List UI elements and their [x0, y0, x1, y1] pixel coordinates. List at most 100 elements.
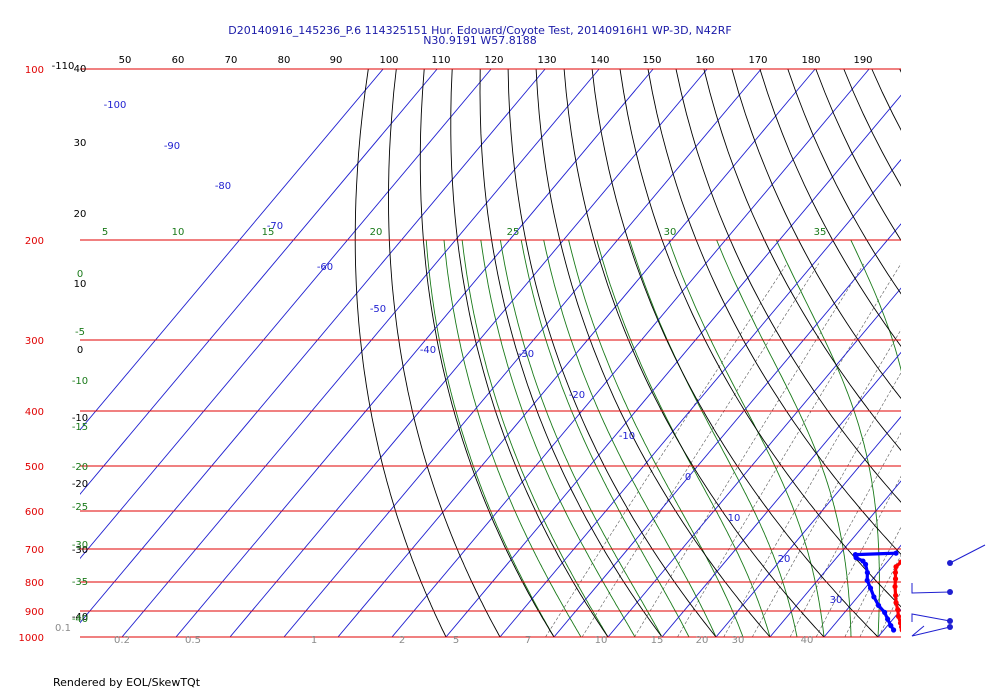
isotherm-label: -90: [164, 141, 180, 152]
dry-adiabat-line: [899, 68, 901, 73]
isotherm-line: [823, 544, 901, 638]
moist-adiabat-left-label: -20: [72, 462, 88, 473]
moist-adiabat-left-label: -10: [72, 376, 88, 387]
isotherm-line: [986, 69, 1000, 637]
wind-barb: [949, 544, 986, 564]
moist-adiabat-label: 30: [664, 227, 677, 238]
dry-adiabat-line: [619, 68, 901, 608]
pressure-label: 500: [25, 462, 44, 473]
dry-adiabat-line: [419, 68, 555, 638]
dewpoint-profile-point: [864, 577, 870, 584]
mixing-ratio-line: [940, 264, 1000, 638]
pressure-label: 800: [25, 578, 44, 589]
mixing-ratio-label: 0.1: [55, 623, 71, 634]
dry-adiabat-label: 30: [74, 138, 87, 149]
dry-adiabat-label: 40: [74, 64, 87, 75]
dry-adiabat-line: [703, 68, 901, 452]
top-temperature-label: 180: [801, 55, 820, 66]
top-temperature-label: 160: [695, 55, 714, 66]
temperature-profile-point: [892, 583, 898, 590]
pressure-label: 200: [25, 236, 44, 247]
temperature-profile-point: [897, 620, 901, 626]
dry-adiabat-line: [647, 68, 901, 555]
isotherm-label: -80: [215, 181, 231, 192]
moist-adiabat-line: [932, 240, 960, 637]
moist-adiabat-line: [959, 240, 1000, 637]
dry-adiabat-label: 10: [74, 279, 87, 290]
temperature-profile-point: [895, 613, 901, 620]
top-left-label: -110: [52, 61, 75, 72]
dry-adiabat-line: [354, 68, 447, 638]
mixing-ratio-label: 2: [399, 635, 405, 646]
isotherm-label: -100: [104, 100, 127, 111]
pressure-label: 400: [25, 407, 44, 418]
moist-adiabat-left-label: 0: [77, 269, 83, 280]
dewpoint-profile-point: [864, 569, 870, 576]
dry-adiabat-line: [731, 68, 901, 400]
temperature-profile-point: [927, 550, 932, 555]
top-temperature-label: 190: [853, 55, 872, 66]
mixing-ratio-label: 20: [696, 635, 709, 646]
moist-adiabat-line: [461, 239, 609, 638]
pressure-label: 700: [25, 545, 44, 556]
wind-barb: [911, 613, 951, 622]
temperature-profile-point: [916, 553, 921, 558]
moist-adiabat-line: [520, 239, 690, 638]
moist-adiabat-label: 5: [102, 227, 108, 238]
moist-adiabats: [425, 239, 1000, 638]
isotherm-line: [80, 68, 492, 560]
moist-adiabat-line: [668, 239, 825, 638]
dry-adiabat-line: [591, 68, 879, 638]
isotherm-line: [553, 223, 901, 638]
wind-barb-dot: [947, 560, 953, 566]
mixing-ratio-lines: [545, 263, 1000, 638]
isotherm-line: [337, 68, 816, 638]
isotherm-line: [80, 68, 438, 495]
moist-adiabat-left-label: -40: [72, 614, 88, 625]
isotherms: [80, 68, 1000, 638]
moist-adiabat-line: [986, 240, 1000, 637]
dry-adiabat-line: [956, 69, 1000, 637]
isotherm-label: -30: [518, 349, 534, 360]
temperature-profile-point: [893, 564, 899, 570]
mixing-ratio-label: 7: [525, 635, 531, 646]
dry-adiabat-line: [563, 68, 825, 638]
chart-title: D20140916_145236_P.6 114325151 Hur. Edou…: [228, 24, 732, 37]
dry-adiabat-label: 0: [77, 345, 83, 356]
isotherm-label: -20: [569, 390, 585, 401]
mixing-ratio-line: [634, 263, 865, 638]
dry-adiabat-line: [388, 68, 501, 638]
mixing-ratio-line: [752, 372, 901, 638]
top-temperature-label: 110: [431, 55, 450, 66]
dry-adiabat-line: [675, 68, 901, 503]
temperature-profile-point: [892, 569, 899, 576]
isotherm-line: [715, 416, 901, 638]
wind-barbs: [911, 544, 986, 637]
isotherm-line: [80, 68, 546, 624]
moist-adiabat-label: 25: [507, 227, 520, 238]
mixing-ratio-label: 0.2: [114, 635, 130, 646]
chart-subtitle: N30.9191 W57.8188: [423, 34, 537, 47]
wind-barb: [911, 583, 951, 594]
dry-adiabat-label: -30: [72, 545, 88, 556]
isotherm-line: [661, 351, 901, 638]
dry-adiabat-label: -10: [72, 413, 88, 424]
top-temperature-label: 80: [278, 55, 291, 66]
pressure-label: 300: [25, 336, 44, 347]
isotherm-label: 30: [830, 595, 843, 606]
temperature-profile-point: [893, 592, 899, 599]
isotherm-line: [445, 94, 901, 638]
dewpoint-profile-point: [867, 585, 874, 591]
mixing-ratio-line: [923, 264, 1000, 638]
moist-adiabat-line: [499, 239, 663, 638]
wind-barb-dot: [947, 618, 953, 624]
mixing-ratio-line: [581, 263, 820, 638]
pressure-label: 900: [25, 607, 44, 618]
isotherm-line: [229, 68, 708, 638]
pressure-label: 1000: [19, 633, 44, 644]
moist-adiabat-label: 35: [814, 227, 827, 238]
dewpoint-profile-point: [888, 623, 894, 629]
temperature-profile-point: [898, 624, 901, 630]
top-temperature-label: 60: [172, 55, 185, 66]
